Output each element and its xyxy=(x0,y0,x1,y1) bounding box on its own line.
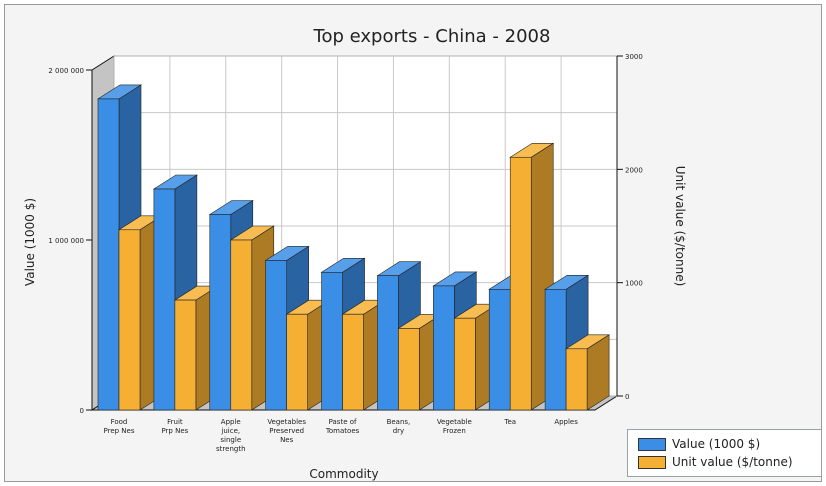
y2-axis-tick-label: 3000 xyxy=(625,53,643,61)
legend-label-series-1: Value (1000 $) xyxy=(672,437,761,451)
x-axis-tick-label: Vegetables Preserved Nes xyxy=(267,418,306,444)
bar-value xyxy=(265,260,287,411)
legend-item-series-2: Unit value ($/tonne) xyxy=(638,455,793,469)
x-axis-tick-label: Vegetable Frozen xyxy=(437,418,472,435)
legend-swatch-series-2 xyxy=(638,455,666,469)
x-axis-tick-label: Apples xyxy=(554,418,578,426)
bar-unit-value xyxy=(118,229,141,411)
y-axis-tick-label: 0 xyxy=(80,407,84,415)
bar-unit-value xyxy=(174,299,197,411)
y2-axis-tick-label: 1000 xyxy=(625,280,643,288)
legend-item-series-1: Value (1000 $) xyxy=(638,437,760,451)
chart-legend: Value (1000 $) Unit value ($/tonne) xyxy=(627,429,822,477)
x-axis-tick-label: Apple juice, single strength xyxy=(216,418,245,453)
bar-unit-value xyxy=(565,348,588,411)
y-axis-tick-label: 1 000 000 xyxy=(48,237,84,245)
y2-axis-tick-label: 2000 xyxy=(625,166,643,174)
bar-value xyxy=(433,285,455,411)
legend-label-series-2: Unit value ($/tonne) xyxy=(672,455,793,469)
bar-value xyxy=(321,271,343,411)
bar-value xyxy=(377,275,399,411)
y2-axis-label: Unit value ($/tonne) xyxy=(673,166,687,287)
bar-value xyxy=(153,188,176,411)
bar-value xyxy=(209,214,232,411)
x-axis-tick-label: Tea xyxy=(503,418,516,426)
chart-title: Top exports - China - 2008 xyxy=(313,26,551,47)
legend-swatch-series-1 xyxy=(638,437,666,451)
bar-value xyxy=(97,98,120,411)
bar-unit-value xyxy=(342,313,364,411)
y-axis-tick-label: 2 000 000 xyxy=(48,67,84,75)
x-axis-tick-label: Beans, dry xyxy=(387,418,411,435)
y-axis-label: Value (1000 $) xyxy=(23,198,37,286)
x-axis-tick-label: Fruit Prp Nes xyxy=(161,418,188,435)
bar-unit-value xyxy=(230,239,253,411)
y2-axis-tick-label: 0 xyxy=(625,393,629,401)
bar-unit-value xyxy=(398,328,420,411)
bar-value xyxy=(488,288,511,411)
bar-value xyxy=(544,288,567,411)
x-axis-label: Commodity xyxy=(309,467,378,481)
bar-unit-value xyxy=(509,156,532,411)
bar-unit-value xyxy=(286,313,308,411)
x-axis-tick-label: Food Prep Nes xyxy=(104,418,135,435)
bar-unit-value xyxy=(454,317,476,411)
x-axis-tick-label: Paste of Tomatoes xyxy=(325,418,360,435)
